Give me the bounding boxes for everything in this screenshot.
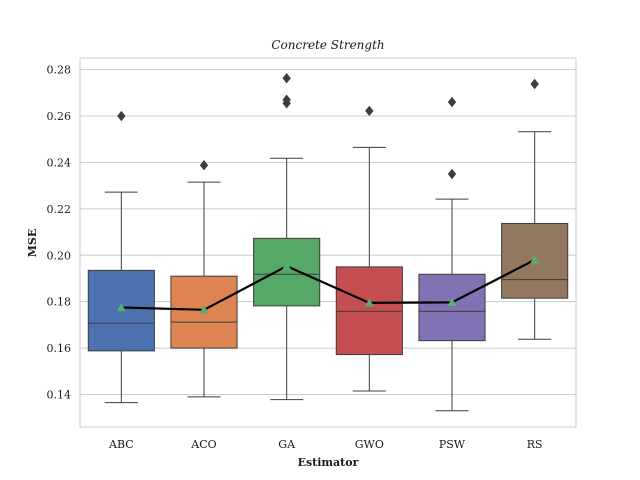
boxes [87,72,569,412]
x-tick-label: ACO [190,438,216,451]
x-ticks: ABC ACO GA GWO PSW RS [108,438,543,451]
box-group [335,105,403,392]
grid [80,69,576,396]
box [253,237,321,307]
y-tick-label: 0.22 [47,203,72,216]
y-tick-label: 0.20 [47,249,72,262]
x-tick-label: GWO [355,438,384,451]
axes-frame [79,57,577,428]
box [335,266,403,356]
y-tick-label: 0.28 [47,64,72,77]
y-tick-label: 0.24 [47,156,72,169]
x-tick-label: ABC [108,438,134,451]
box-group [253,72,321,401]
outlier-point [199,160,209,171]
x-tick-label: RS [527,438,543,451]
outlier-point [282,98,291,109]
box-group [418,96,486,412]
outlier-point [365,105,374,117]
chart-title: Concrete Strength [271,38,384,52]
outlier-point [530,78,539,90]
x-tick-label: PSW [439,438,466,451]
mean-line [121,258,536,311]
outlier-point [447,96,457,108]
mean-marker [530,255,540,264]
y-axis-label: MSE [26,229,39,258]
outlier-point [117,110,126,122]
mean-marker [447,297,457,306]
x-axis-label: Estimator [298,456,359,469]
y-tick-label: 0.18 [47,296,72,309]
y-tick-label: 0.26 [47,110,72,123]
mean-layer [116,255,540,314]
box-group [170,160,238,398]
mean-marker [116,302,126,312]
x-tick-label: GA [278,438,296,451]
box [418,273,486,342]
y-tick-label: 0.16 [47,342,72,355]
outlier-point [282,72,291,84]
mean-marker [282,261,292,270]
y-ticks: 0.14 0.16 0.18 0.20 0.22 0.24 0.26 0.28 [47,64,72,402]
outlier-point [447,168,457,180]
box-group [87,110,155,404]
y-tick-label: 0.14 [47,389,72,402]
mean-marker [364,298,374,307]
mean-marker [199,305,209,314]
